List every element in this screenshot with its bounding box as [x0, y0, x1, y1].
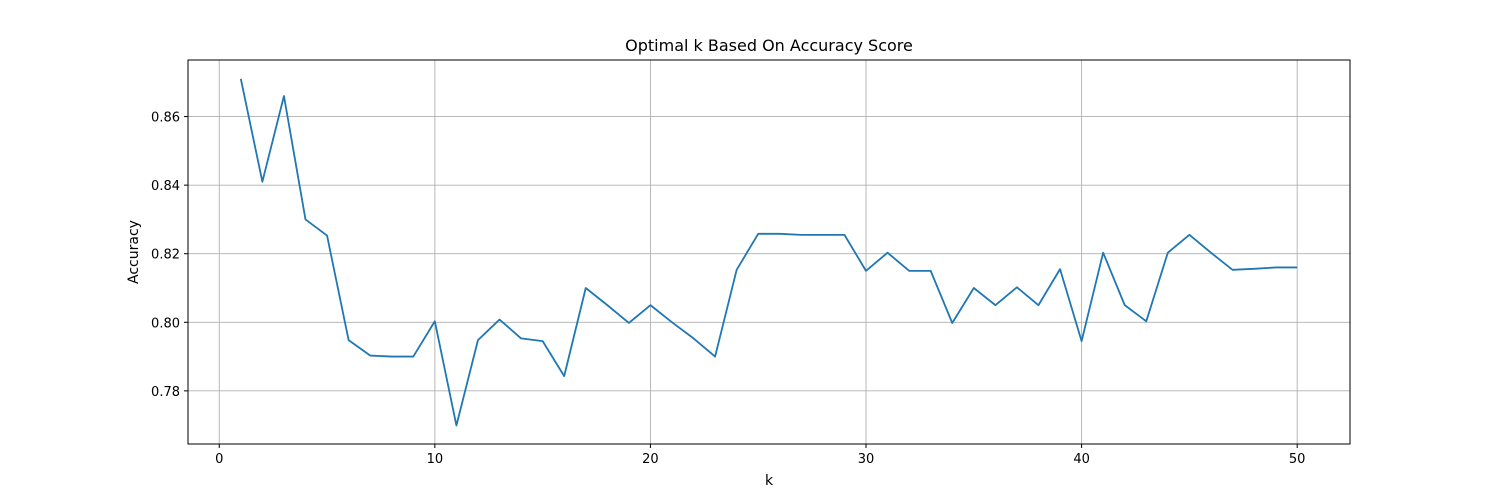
data-point [1038, 305, 1039, 306]
plot-frame [187, 59, 1351, 445]
data-point [909, 270, 910, 271]
data-point [391, 356, 392, 357]
data-point [564, 376, 565, 377]
data-point [671, 322, 672, 323]
data-point [650, 305, 651, 306]
y-tick-label: 0.78 [151, 385, 180, 400]
y-tick-label: 0.80 [151, 316, 180, 331]
data-point [1253, 268, 1254, 269]
data-point [520, 338, 521, 339]
data-point [1275, 267, 1276, 268]
x-tick-label: 30 [858, 452, 875, 467]
data-point [1232, 269, 1233, 270]
data-point [1103, 252, 1104, 253]
data-point [887, 252, 888, 253]
data-point [995, 305, 996, 306]
data-point [844, 234, 845, 235]
data-point [1081, 341, 1082, 342]
x-tick-label: 20 [642, 452, 659, 467]
data-point [456, 425, 457, 426]
data-point [413, 356, 414, 357]
x-axis-label: k [765, 473, 774, 489]
data-point [607, 305, 608, 306]
y-axis-label: Accuracy [126, 220, 142, 284]
data-point [1059, 269, 1060, 270]
data-point [715, 356, 716, 357]
data-point [1146, 321, 1147, 322]
data-point [585, 287, 586, 288]
data-point [779, 233, 780, 234]
x-tick-label: 50 [1289, 452, 1306, 467]
data-point [1016, 287, 1017, 288]
data-point [370, 355, 371, 356]
data-point [542, 341, 543, 342]
y-tick-label: 0.82 [151, 248, 180, 263]
y-tick-label: 0.86 [151, 111, 180, 126]
data-point [628, 322, 629, 323]
data-point [262, 181, 263, 182]
data-point [973, 287, 974, 288]
data-point [326, 235, 327, 236]
data-point [305, 219, 306, 220]
data-point [693, 338, 694, 339]
data-point [434, 321, 435, 322]
x-tick-label: 40 [1073, 452, 1090, 467]
data-point [1124, 305, 1125, 306]
data-point [758, 233, 759, 234]
data-point [1210, 252, 1211, 253]
series-line [239, 78, 1298, 427]
chart-title: Optimal k Based On Accuracy Score [625, 36, 913, 55]
series-layer [239, 78, 1298, 427]
data-point [1167, 252, 1168, 253]
data-point [348, 340, 349, 341]
data-point [801, 234, 802, 235]
data-point [822, 234, 823, 235]
y-axis-ticks: 0.78 0.80 0.82 0.84 0.86 [151, 111, 188, 400]
data-point [736, 269, 737, 270]
data-point [1297, 267, 1298, 268]
x-tick-label: 10 [427, 452, 444, 467]
data-point [283, 95, 284, 96]
x-tick-label: 0 [215, 452, 223, 467]
data-point [240, 78, 241, 79]
y-tick-label: 0.84 [151, 179, 180, 194]
x-axis-ticks: 0 10 20 30 40 50 [215, 444, 1305, 467]
data-point [865, 270, 866, 271]
data-point [952, 322, 953, 323]
data-point [1189, 234, 1190, 235]
data-point [930, 270, 931, 271]
data-point [499, 319, 500, 320]
data-point [477, 340, 478, 341]
grid [188, 60, 1350, 444]
